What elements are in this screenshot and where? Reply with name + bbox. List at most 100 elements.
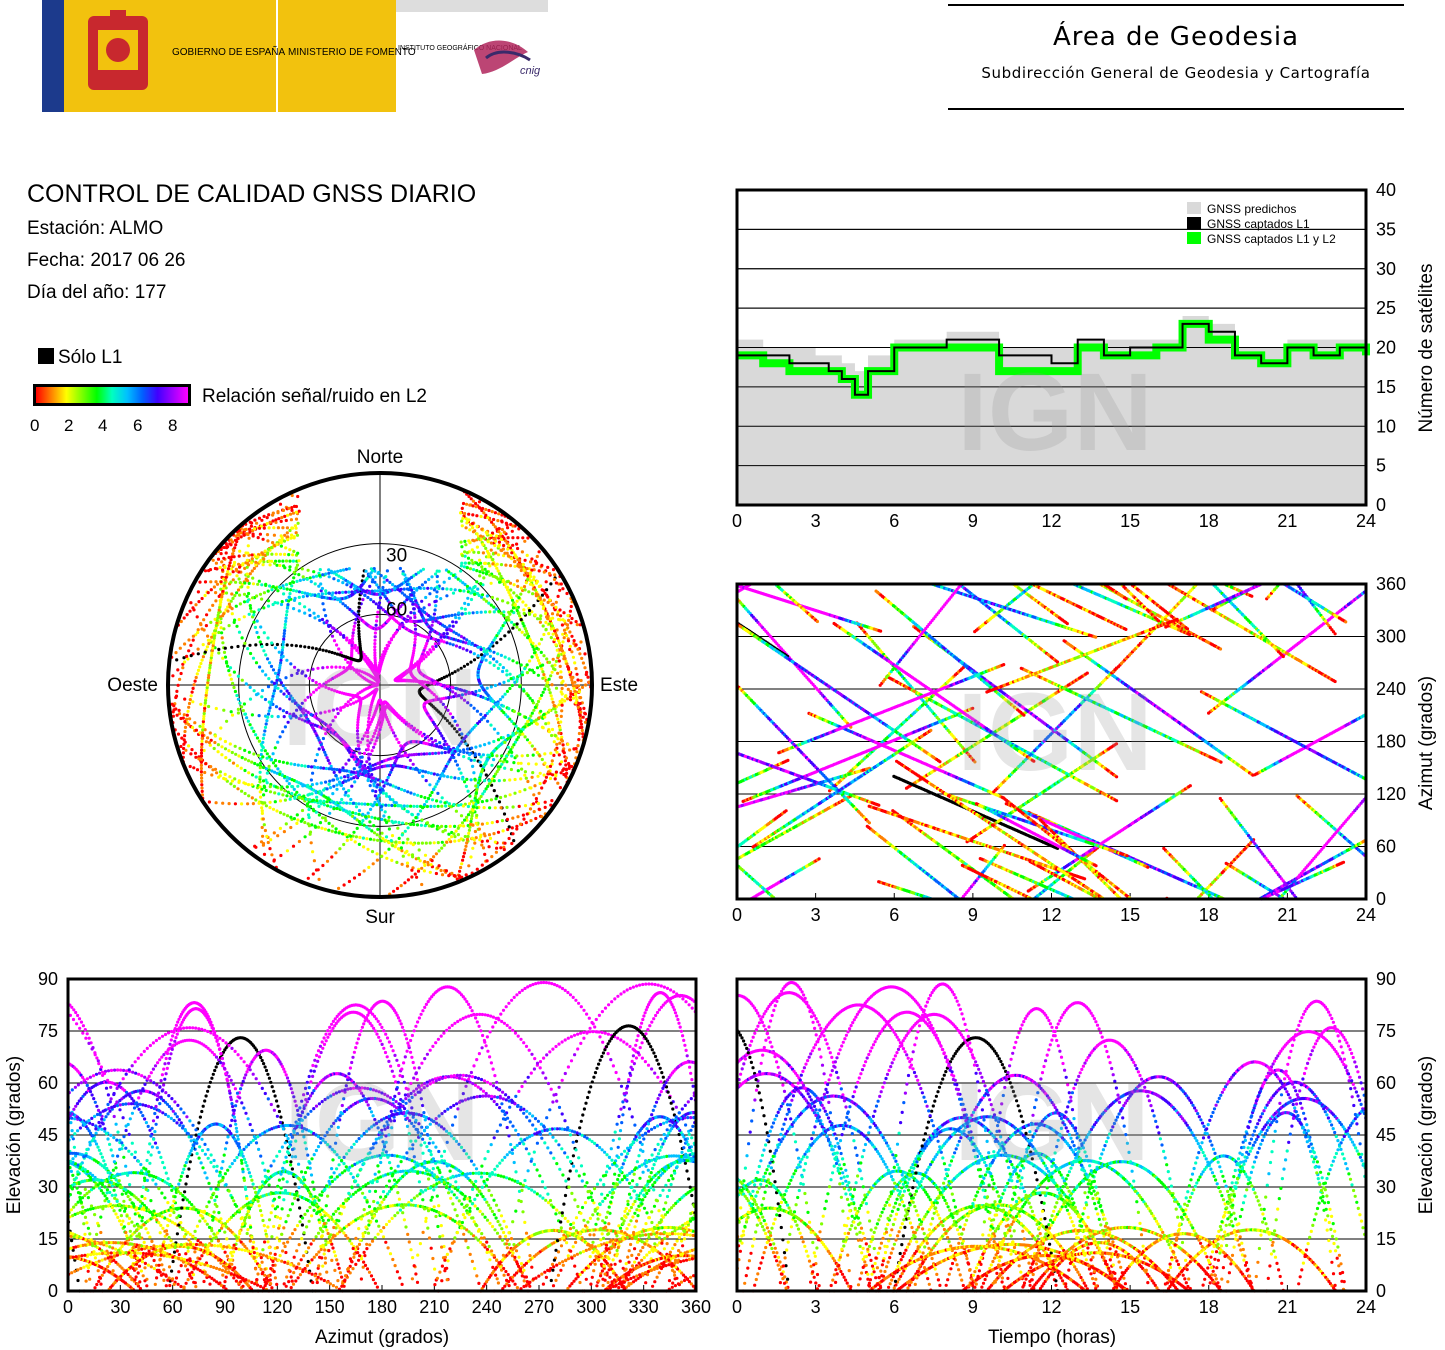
azimuth-trajectory-point bbox=[1115, 799, 1119, 803]
government-logo: GOBIERNO DE ESPAÑA MINISTERIO DE FOMENTO… bbox=[42, 0, 548, 112]
azimuth-trajectory-point bbox=[1333, 632, 1337, 636]
y-tick-label: 20 bbox=[1376, 338, 1396, 358]
y-tick-label: 360 bbox=[1376, 575, 1406, 594]
azimuth-trajectory-point bbox=[1124, 627, 1128, 631]
azimuth-trajectory-point bbox=[938, 760, 942, 764]
azimuth-trajectory-point bbox=[1065, 622, 1069, 626]
x-tick-label: 3 bbox=[811, 511, 821, 530]
x-tick-label: 0 bbox=[732, 511, 742, 530]
legend-label: GNSS captados L1 y L2 bbox=[1207, 232, 1336, 246]
y-tick-label: 35 bbox=[1376, 219, 1396, 239]
legend-swatch bbox=[1187, 232, 1201, 244]
snr-tick: 4 bbox=[98, 416, 107, 436]
azimuth-trajectory-point bbox=[1094, 635, 1098, 639]
header-bottom-rule bbox=[948, 108, 1404, 110]
x-tick-label: 12 bbox=[1041, 905, 1061, 925]
x-tick-label: 6 bbox=[889, 905, 899, 925]
azimuth-trajectory-point bbox=[784, 809, 788, 813]
report-title: CONTROL DE CALIDAD GNSS DIARIO bbox=[27, 180, 476, 209]
azimuth-trajectory-point bbox=[1188, 784, 1192, 788]
snr-tick: 8 bbox=[168, 416, 177, 436]
azimuth-trajectory-point bbox=[817, 857, 821, 861]
azimuth-trajectory-point bbox=[1187, 632, 1192, 637]
x-tick-label: 15 bbox=[1120, 905, 1140, 925]
area-title: Área de Geodesia bbox=[948, 22, 1404, 52]
snr-colorbar-label: Relación señal/ruido en L2 bbox=[202, 386, 427, 408]
x-tick-label: 9 bbox=[968, 905, 978, 925]
azimuth-trajectory-point bbox=[1146, 865, 1150, 869]
y-tick-label: 5 bbox=[1376, 456, 1386, 476]
station-label: Estación: ALMO bbox=[27, 218, 163, 240]
l1-only-label: Sólo L1 bbox=[58, 347, 122, 368]
x-tick-label: 21 bbox=[1277, 905, 1297, 925]
logo-cnig-text: cnig bbox=[520, 65, 541, 77]
y-tick-label: 240 bbox=[1376, 679, 1406, 699]
logo-gov-text: GOBIERNO DE ESPAÑA bbox=[172, 45, 286, 58]
x-tick-label: 18 bbox=[1199, 905, 1219, 925]
series-l1-line bbox=[737, 322, 1367, 396]
date-label: Fecha: 2017 06 26 bbox=[27, 250, 185, 272]
azimuth-trajectory-point bbox=[1218, 647, 1223, 651]
azimuth-trajectory-point bbox=[879, 629, 883, 633]
y-tick-label: 0 bbox=[1376, 889, 1386, 909]
header-top-rule bbox=[948, 4, 1404, 6]
ign-watermark: IGN bbox=[957, 351, 1153, 474]
y-tick-label: 120 bbox=[1376, 784, 1406, 804]
y-tick-label: 0 bbox=[1376, 495, 1386, 515]
x-tick-label: 6 bbox=[889, 511, 899, 530]
x-tick-label: 9 bbox=[968, 511, 978, 530]
legend-swatch bbox=[1187, 217, 1201, 229]
l1-only-legend: Sólo L1 bbox=[38, 347, 122, 369]
azimuth-trajectory-point bbox=[971, 706, 975, 710]
azimuth-trajectory-point bbox=[1344, 620, 1348, 624]
x-tick-label: 24 bbox=[1356, 511, 1376, 530]
y-tick-label: 40 bbox=[1376, 180, 1396, 200]
y-tick-label: 25 bbox=[1376, 298, 1396, 318]
azimuth-trajectory-point bbox=[973, 760, 977, 764]
logo-ministry-text: MINISTERIO DE FOMENTO bbox=[288, 47, 416, 58]
azimuth-trajectory-point bbox=[1219, 760, 1223, 764]
x-tick-label: 3 bbox=[811, 905, 821, 925]
azimuth-trajectory-point bbox=[1083, 877, 1087, 881]
snr-tick: 2 bbox=[64, 416, 73, 436]
x-tick-label: 18 bbox=[1199, 511, 1219, 530]
azimuth-trajectory-point bbox=[1002, 663, 1006, 667]
cnig-logo-icon: cnig bbox=[474, 40, 541, 77]
y-tick-label: 15 bbox=[1376, 377, 1396, 397]
y-tick-label: 30 bbox=[1376, 259, 1396, 279]
area-subtitle: Subdirección General de Geodesia y Carto… bbox=[948, 64, 1404, 82]
azimuth-trajectory-point bbox=[1281, 654, 1285, 659]
y-tick-label: 10 bbox=[1376, 416, 1396, 436]
azimuth-trajectory-point bbox=[1333, 679, 1337, 684]
snr-colorbar bbox=[33, 384, 191, 406]
plot-border bbox=[735, 188, 1368, 507]
azimuth-trajectory-point bbox=[1085, 671, 1089, 675]
y-tick-label: 60 bbox=[1376, 837, 1396, 857]
satellites-count-chart: 0 5 10 15 20 25 30 35 40 0 3 6 9 12 15 18 21 24 IGN Número … bbox=[732, 180, 1437, 530]
x-tick-label: 15 bbox=[1120, 511, 1140, 530]
legend-label: GNSS captados L1 bbox=[1207, 217, 1310, 231]
y-axis-label: Número de satélites bbox=[1416, 264, 1437, 433]
azimuth-trajectory-point bbox=[1125, 854, 1129, 858]
azimuth-trajectory-point bbox=[1250, 594, 1254, 598]
area-header: Área de Geodesia Subdirección General de… bbox=[948, 4, 1404, 112]
x-tick-label: 12 bbox=[1041, 511, 1061, 530]
x-tick-label: 24 bbox=[1356, 905, 1376, 925]
snr-tick: 0 bbox=[30, 416, 39, 436]
legend-label: GNSS predichos bbox=[1207, 202, 1296, 216]
azimuth-trajectory-point bbox=[1251, 773, 1255, 777]
azimuth-trajectory-point bbox=[1002, 843, 1006, 848]
coat-of-arms-icon bbox=[88, 10, 148, 90]
azimuth-trajectory-point bbox=[1114, 666, 1118, 670]
l1-only-swatch bbox=[38, 348, 54, 364]
azimuth-trajectory-point bbox=[877, 803, 881, 807]
x-tick-label: 0 bbox=[732, 905, 742, 925]
azimuth-trajectory-point bbox=[1055, 660, 1060, 664]
x-tick-label: 21 bbox=[1277, 511, 1297, 530]
y-tick-label: 300 bbox=[1376, 627, 1406, 647]
logo-ign-text: INSTITUTO GEOGRÁFICO NACIONAL bbox=[398, 43, 522, 52]
azimuth-trajectory-point bbox=[867, 821, 871, 825]
azimuth-trajectory-point bbox=[786, 758, 790, 762]
azimuth-trajectory-point bbox=[961, 666, 965, 670]
